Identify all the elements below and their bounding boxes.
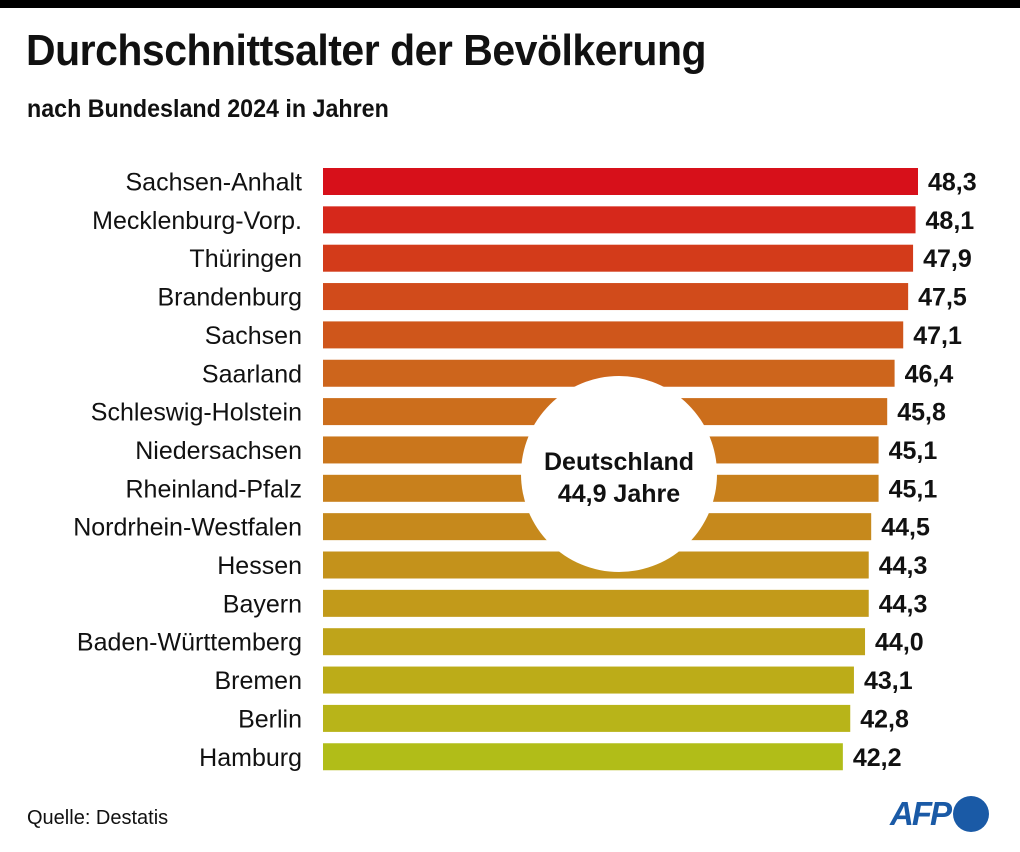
category-label: Sachsen-Anhalt (125, 169, 302, 197)
value-label: 47,1 (913, 322, 962, 350)
value-label: 48,1 (926, 207, 975, 235)
category-label: Schleswig-Holstein (91, 399, 302, 427)
bar (323, 628, 866, 656)
category-label: Berlin (238, 705, 302, 733)
top-rule (0, 0, 1020, 8)
average-annotation-value: 44,9 Jahre (558, 480, 680, 508)
value-label: 48,3 (928, 169, 977, 197)
category-label: Hamburg (199, 744, 302, 772)
category-label: Brandenburg (157, 284, 302, 312)
value-label: 47,5 (918, 284, 967, 312)
category-label: Nordrhein-Westfalen (73, 514, 302, 542)
bar (323, 321, 904, 349)
value-label: 42,2 (853, 744, 902, 772)
chart-subtitle: nach Bundesland 2024 in Jahren (27, 95, 389, 123)
bar (323, 168, 918, 195)
afp-logo: AFP (890, 794, 989, 834)
category-label: Baden-Württemberg (77, 629, 302, 657)
source-note: Quelle: Destatis (27, 807, 169, 829)
bar (323, 589, 869, 617)
category-label: Bremen (214, 667, 302, 695)
category-label: Rheinland-Pfalz (126, 475, 303, 503)
value-label: 47,9 (923, 245, 972, 273)
category-label: Saarland (202, 360, 302, 388)
value-label: 46,4 (905, 360, 954, 388)
value-label: 44,3 (879, 552, 928, 580)
value-label: 45,1 (889, 437, 938, 465)
value-label: 45,1 (889, 475, 938, 503)
category-label: Thüringen (189, 245, 302, 273)
average-annotation-label: Deutschland (544, 448, 694, 476)
value-label: 45,8 (897, 399, 946, 427)
value-label: 44,3 (879, 590, 928, 618)
category-label: Hessen (217, 552, 302, 580)
bar (323, 244, 914, 272)
category-label: Mecklenburg-Vorp. (92, 207, 302, 235)
average-annotation-circle (521, 376, 717, 572)
bar (323, 666, 854, 694)
afp-logo-text: AFP (890, 795, 952, 832)
category-label: Niedersachsen (135, 437, 302, 465)
value-label: 44,5 (881, 514, 930, 542)
bar (323, 704, 851, 732)
bar (323, 743, 843, 771)
chart-title: Durchschnittsalter der Bevölkerung (26, 26, 707, 75)
value-label: 42,8 (860, 705, 909, 733)
value-label: 44,0 (875, 629, 924, 657)
category-label: Bayern (223, 590, 302, 618)
bar (323, 283, 909, 311)
bar (323, 206, 916, 234)
category-label: Sachsen (205, 322, 302, 350)
afp-logo-dot-icon (953, 796, 989, 832)
value-label: 43,1 (864, 667, 913, 695)
